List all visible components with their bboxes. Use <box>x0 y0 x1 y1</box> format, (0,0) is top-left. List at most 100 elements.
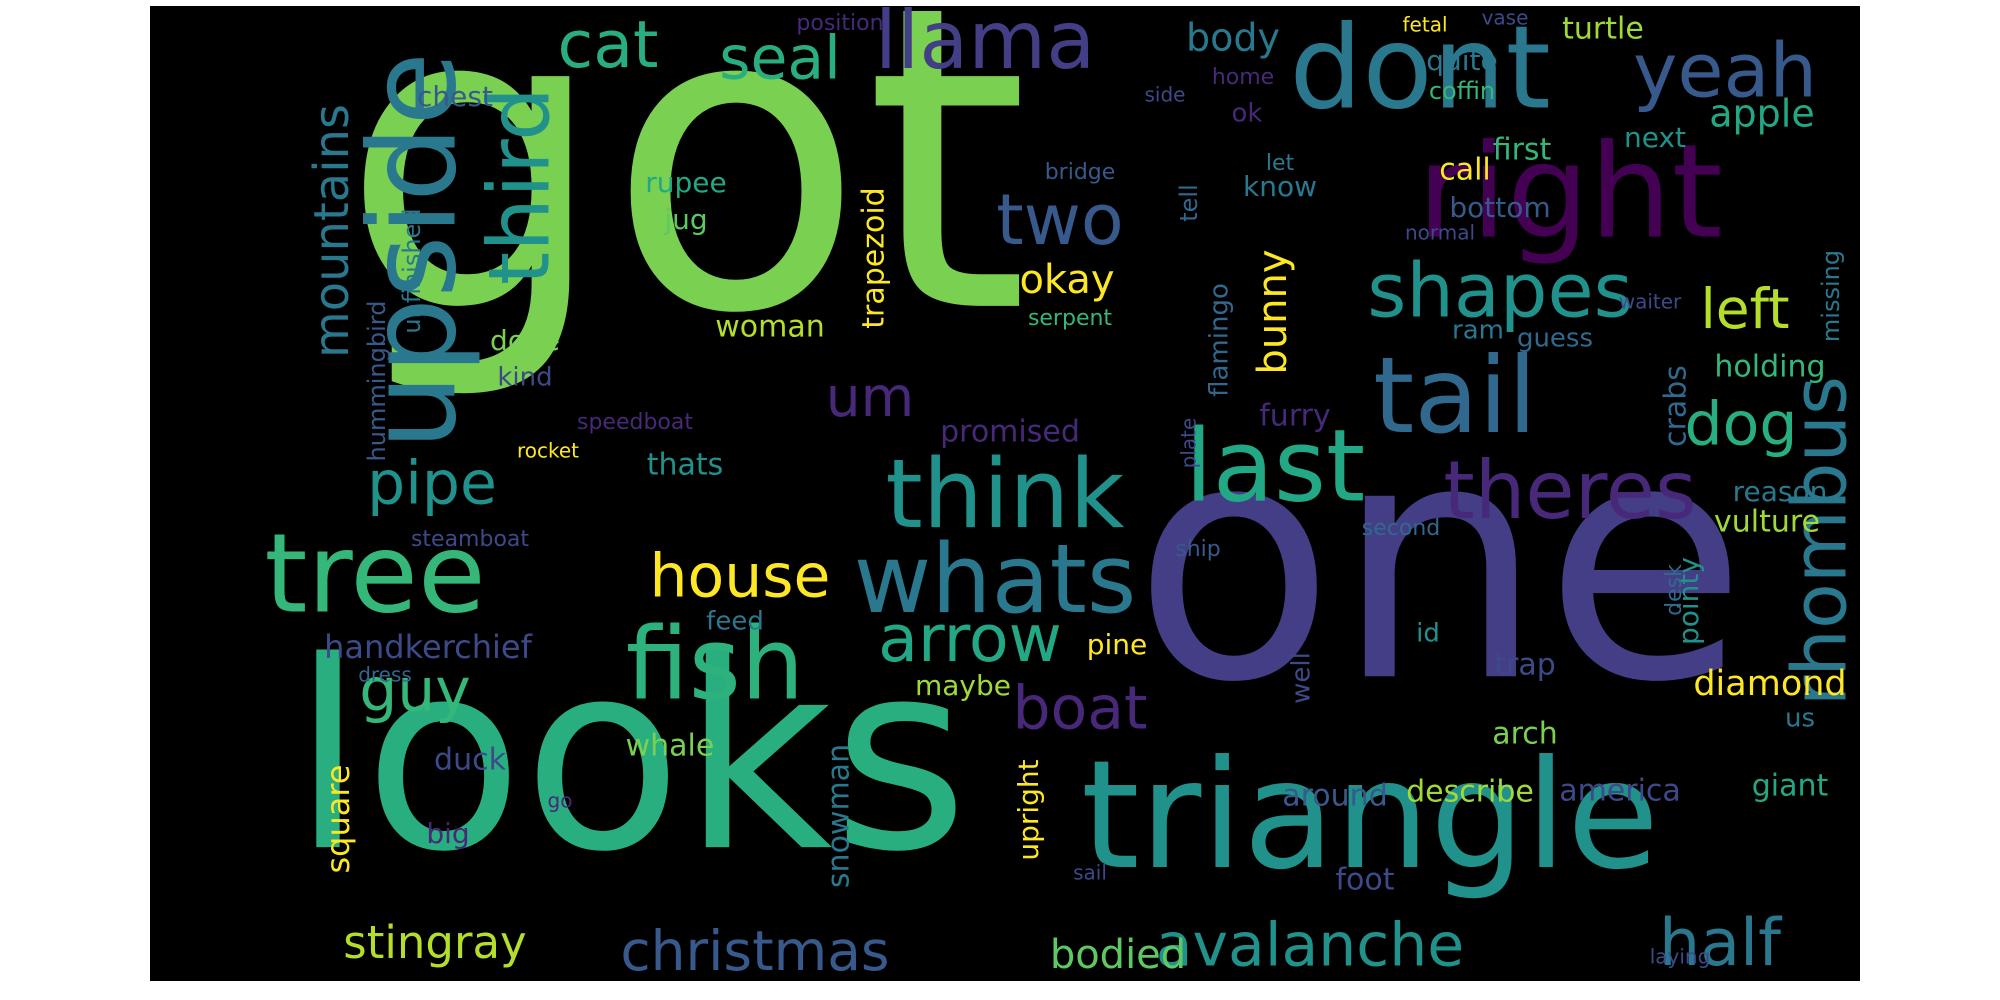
word-laying: laying <box>1650 945 1711 969</box>
word-arrow: arrow <box>878 602 1062 677</box>
word-describe: describe <box>1406 775 1534 810</box>
word-giant: giant <box>1752 769 1829 804</box>
word-bunny: bunny <box>1250 249 1296 374</box>
word-right: right <box>1417 116 1722 268</box>
word-yeah: yeah <box>1633 27 1817 115</box>
word-jug: jug <box>663 203 707 236</box>
word-house: house <box>650 542 831 612</box>
word-maybe: maybe <box>915 669 1011 702</box>
word-apple: apple <box>1709 92 1814 136</box>
word-steamboat: steamboat <box>411 527 529 552</box>
word-duck: duck <box>434 743 507 778</box>
word-cat: cat <box>557 8 658 83</box>
word-side: side <box>1145 83 1186 107</box>
word-well: well <box>1287 652 1317 704</box>
word-crabs: crabs <box>1659 365 1694 447</box>
word-boat: boat <box>1012 674 1147 744</box>
word-okay: okay <box>1019 257 1114 303</box>
word-call: call <box>1439 153 1491 188</box>
word-avalanche: avalanche <box>1156 911 1464 981</box>
word-ship: ship <box>1175 537 1220 562</box>
word-upside: upside <box>345 52 484 450</box>
word-speedboat: speedboat <box>577 410 693 435</box>
word-waiter: waiter <box>1619 290 1682 314</box>
word-big: big <box>426 817 469 850</box>
word-bodied: bodied <box>1050 932 1186 978</box>
word-id: id <box>1416 619 1440 649</box>
word-around: around <box>1282 779 1387 814</box>
word-promised: promised <box>940 415 1080 450</box>
word-tell: tell <box>1175 184 1203 222</box>
word-sail: sail <box>1073 861 1107 885</box>
word-square: square <box>319 764 357 873</box>
word-one: one <box>1133 370 1747 754</box>
word-llama: llama <box>875 6 1095 87</box>
word-serpent: serpent <box>1028 306 1112 331</box>
word-vulture: vulture <box>1714 505 1820 540</box>
word-normal: normal <box>1405 221 1475 245</box>
word-half: half <box>1659 906 1783 981</box>
word-feed: feed <box>706 607 764 637</box>
word-know: know <box>1243 170 1317 203</box>
word-woman: woman <box>715 310 825 345</box>
word-guess: guess <box>1517 324 1593 354</box>
word-next: next <box>1624 121 1686 154</box>
word-dont: dont <box>1289 6 1550 136</box>
word-tail: tail <box>1373 335 1537 457</box>
word-theres: theres <box>1443 444 1696 537</box>
word-kind: kind <box>497 363 552 393</box>
word-coffin: coffin <box>1429 77 1495 105</box>
word-stingray: stingray <box>343 916 526 969</box>
word-furry: furry <box>1259 399 1330 434</box>
word-fetal: fetal <box>1403 13 1448 37</box>
word-go: go <box>548 789 573 813</box>
word-turtle: turtle <box>1562 12 1644 47</box>
word-diamond: diamond <box>1693 664 1846 704</box>
word-unfinished: unfinished <box>398 208 426 333</box>
word-body: body <box>1186 16 1280 60</box>
word-america: america <box>1559 774 1681 809</box>
word-mountains: mountains <box>304 104 360 358</box>
word-position: position <box>796 11 883 36</box>
word-holding: holding <box>1714 350 1825 385</box>
word-rupee: rupee <box>645 166 726 199</box>
word-missing: missing <box>1817 250 1845 342</box>
word-whale: whale <box>626 729 715 764</box>
word-plate: plate <box>1177 418 1201 469</box>
word-pointy: pointy <box>1672 557 1705 645</box>
word-done: done <box>490 324 560 357</box>
word-desk: desk <box>1662 564 1687 616</box>
word-fish: fish <box>626 605 804 722</box>
word-quite: quite <box>1426 44 1498 77</box>
word-us: us <box>1785 704 1815 734</box>
word-hummingbird: hummingbird <box>363 301 391 462</box>
word-let: let <box>1266 151 1295 176</box>
word-pipe: pipe <box>367 449 497 519</box>
word-snowman: snowman <box>822 744 857 888</box>
word-vase: vase <box>1482 6 1529 30</box>
word-bridge: bridge <box>1045 160 1116 185</box>
word-cloud-canvas: got one looks triangle upside dont right tree fi… <box>150 6 1860 981</box>
word-ok: ok <box>1232 99 1263 129</box>
word-arch: arch <box>1492 717 1558 752</box>
word-christmas: christmas <box>620 919 889 981</box>
word-home: home <box>1212 65 1274 90</box>
word-rocket: rocket <box>517 439 579 463</box>
word-reason: reason <box>1733 475 1828 508</box>
word-flamingo: flamingo <box>1205 283 1235 397</box>
word-got: got <box>341 6 1029 406</box>
word-dress: dress <box>358 663 412 687</box>
word-upright: upright <box>1012 759 1045 860</box>
word-tree: tree <box>264 509 485 637</box>
word-guy: guy <box>359 656 471 726</box>
word-last: last <box>1185 407 1365 524</box>
word-seal: seal <box>719 24 841 94</box>
word-second: second <box>1362 516 1440 541</box>
word-rhombus: rhombus <box>1776 376 1861 706</box>
word-thats: thats <box>647 448 724 483</box>
word-think: think <box>885 440 1124 550</box>
word-triangle: triangle <box>1081 729 1659 903</box>
word-pine: pine <box>1087 628 1148 661</box>
word-trapezoid: trapezoid <box>857 187 892 328</box>
